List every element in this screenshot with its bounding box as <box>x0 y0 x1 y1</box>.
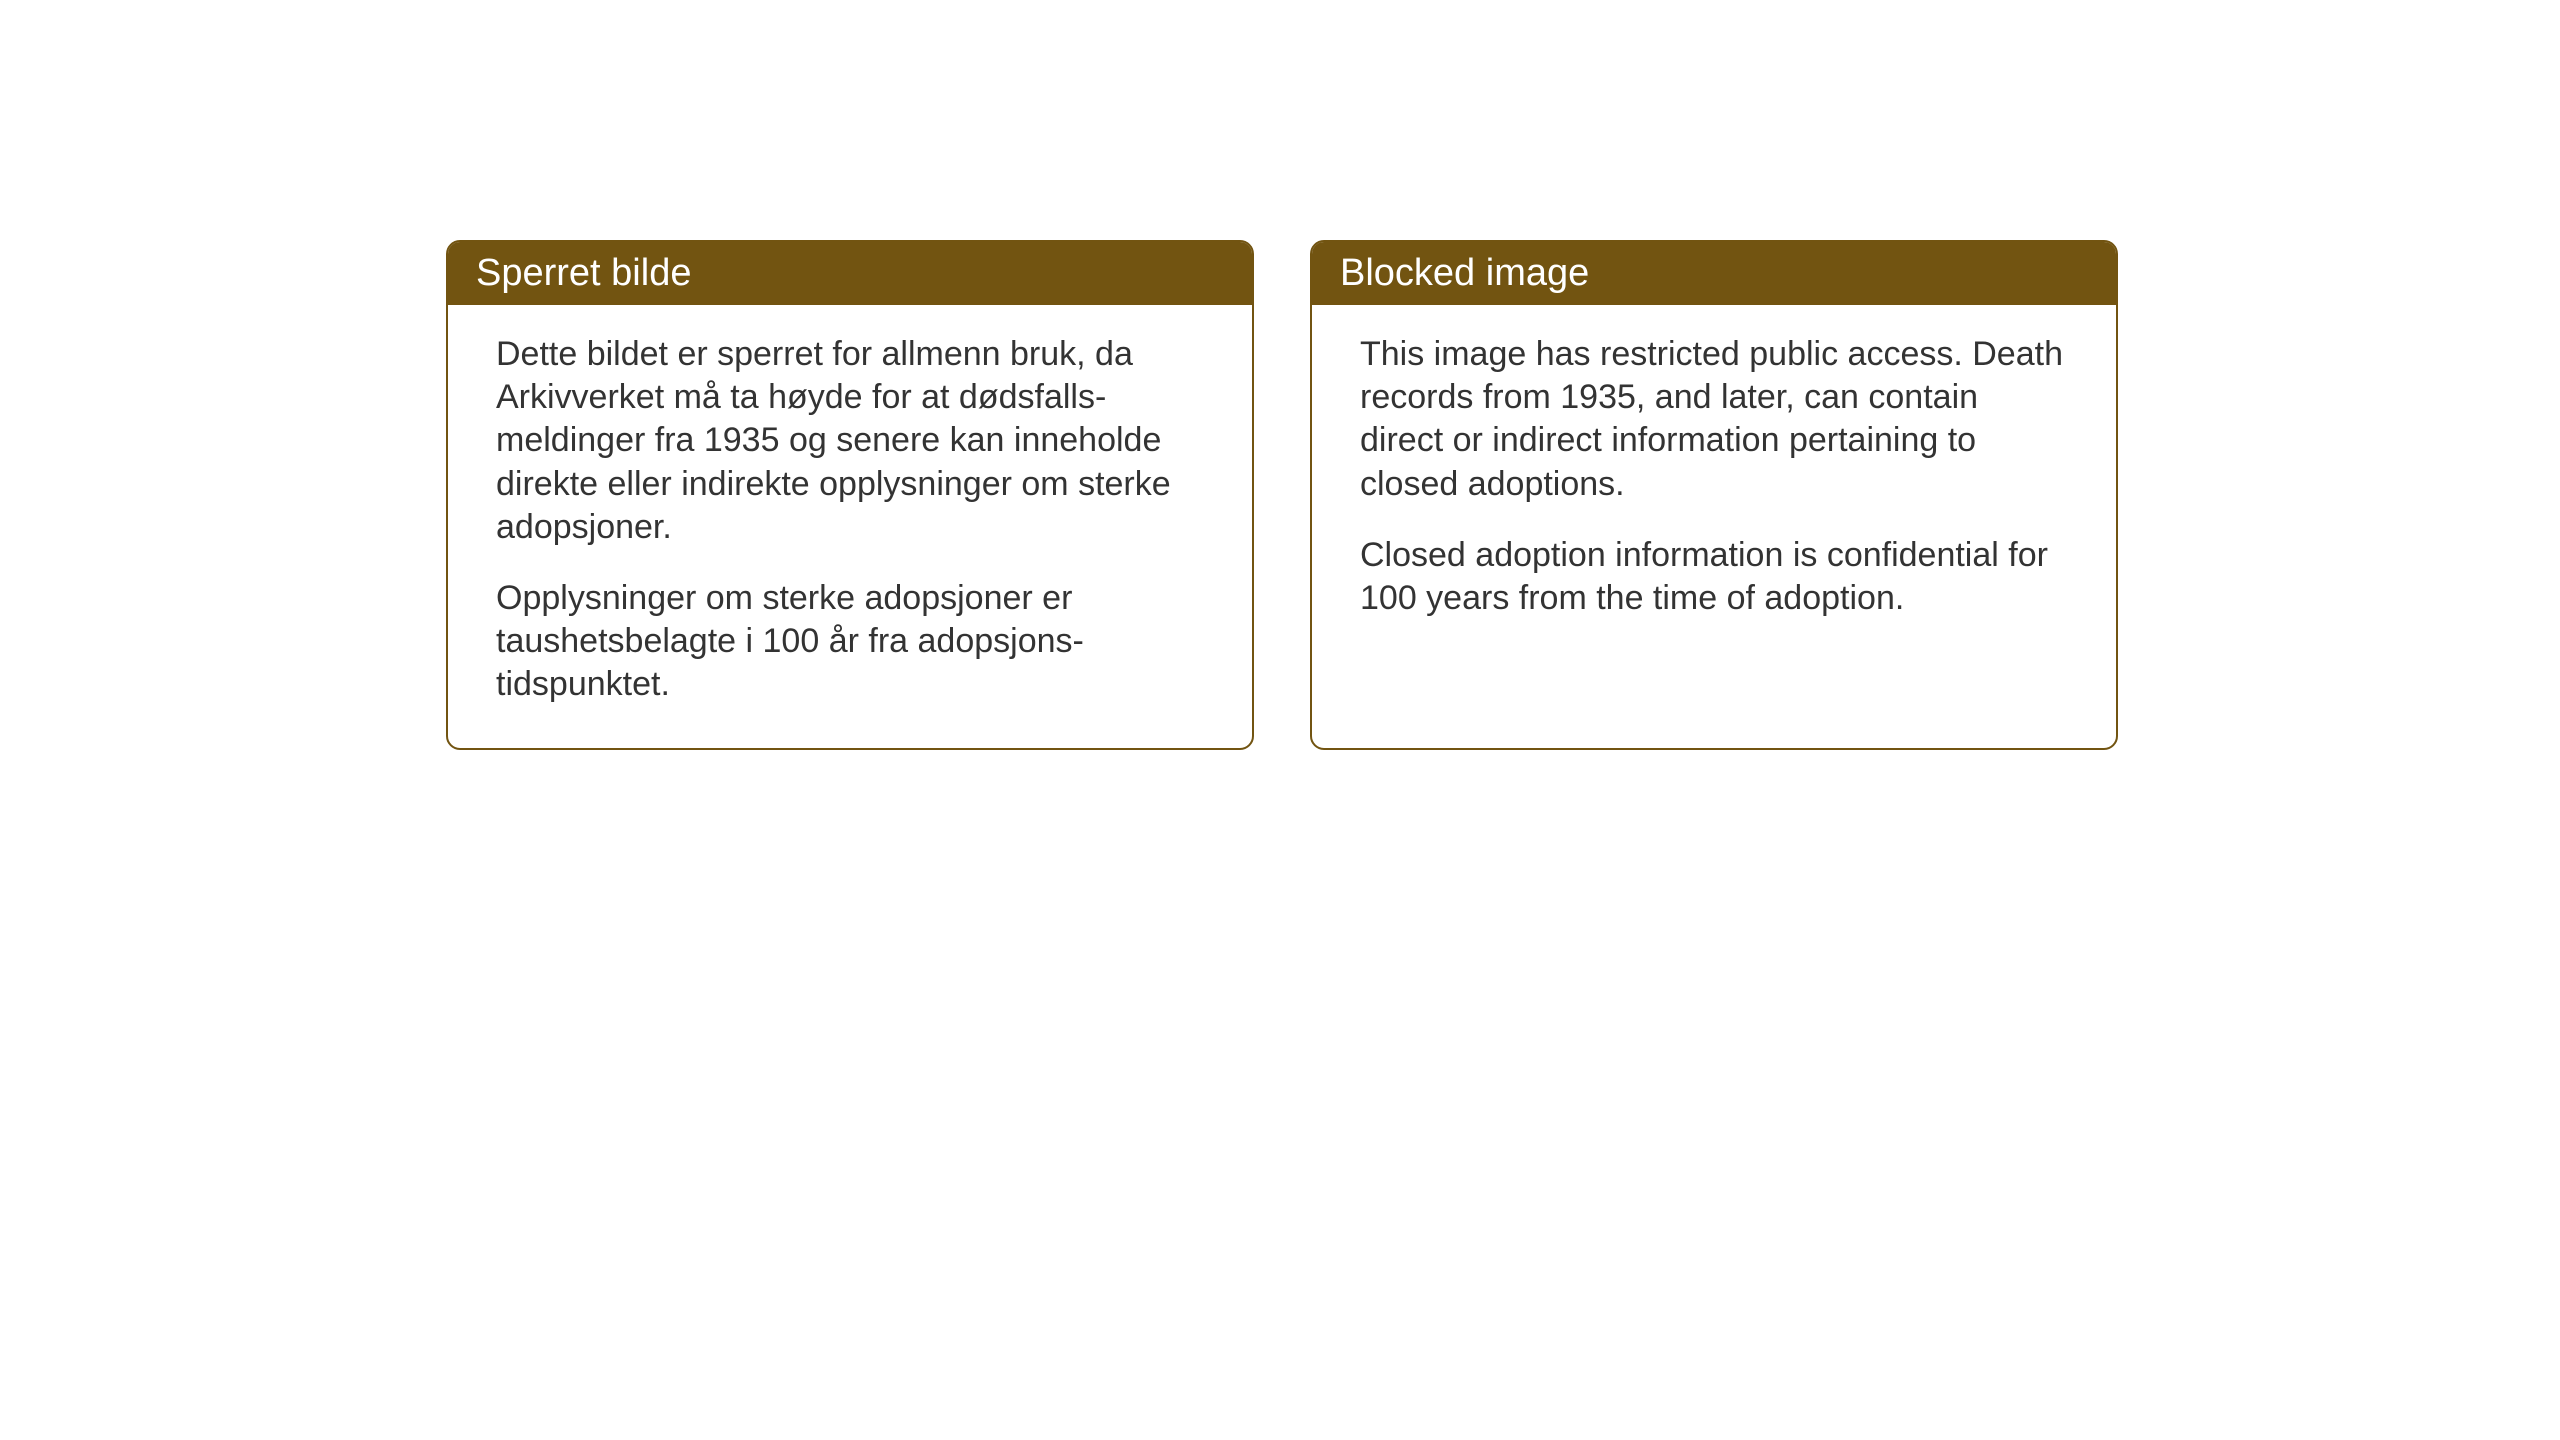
norwegian-paragraph-1: Dette bildet er sperret for allmenn bruk… <box>496 333 1204 549</box>
norwegian-paragraph-2: Opplysninger om sterke adopsjoner er tau… <box>496 577 1204 707</box>
english-paragraph-2: Closed adoption information is confident… <box>1360 534 2068 620</box>
notice-cards-container: Sperret bilde Dette bildet er sperret fo… <box>446 240 2118 750</box>
english-notice-card: Blocked image This image has restricted … <box>1310 240 2118 750</box>
english-card-body: This image has restricted public access.… <box>1312 305 2116 662</box>
norwegian-card-body: Dette bildet er sperret for allmenn bruk… <box>448 305 1252 748</box>
norwegian-notice-card: Sperret bilde Dette bildet er sperret fo… <box>446 240 1254 750</box>
english-paragraph-1: This image has restricted public access.… <box>1360 333 2068 506</box>
norwegian-card-title: Sperret bilde <box>448 242 1252 305</box>
english-card-title: Blocked image <box>1312 242 2116 305</box>
